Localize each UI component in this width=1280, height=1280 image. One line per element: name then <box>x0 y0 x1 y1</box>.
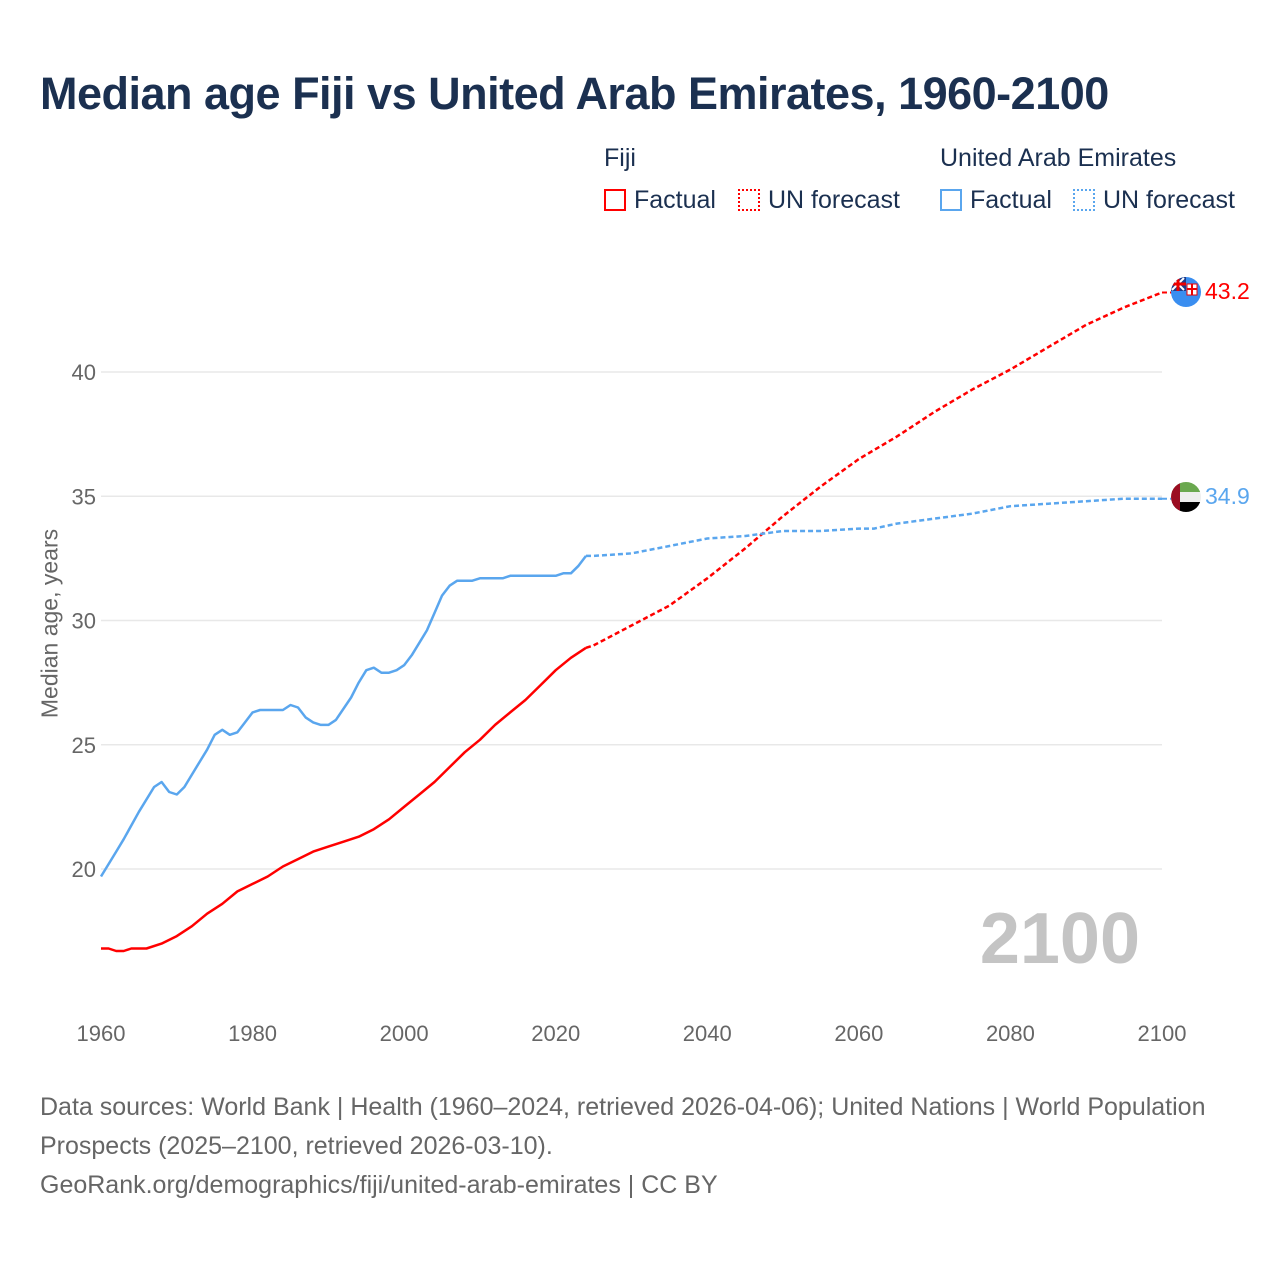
x-tick-label: 1960 <box>77 1021 126 1046</box>
x-tick-label: 2040 <box>683 1021 732 1046</box>
x-tick-label: 1980 <box>228 1021 277 1046</box>
chart-title: Median age Fiji vs United Arab Emirates,… <box>40 68 1109 119</box>
legend-label: Factual <box>970 186 1052 214</box>
fiji-forecast-line <box>585 291 1163 649</box>
y-tick-label: 35 <box>72 484 96 509</box>
y-tick-label: 20 <box>72 857 96 882</box>
sources-text: Data sources: World Bank | Health (1960–… <box>40 1093 1206 1160</box>
legend-label: UN forecast <box>1103 186 1235 214</box>
uae-forecast-line <box>586 497 1162 558</box>
x-tick-label: 2060 <box>834 1021 883 1046</box>
y-tick-label: 40 <box>72 360 96 385</box>
fiji-factual-line <box>101 646 587 953</box>
x-tick-label: 2000 <box>380 1021 429 1046</box>
legend-label: UN forecast <box>768 186 900 214</box>
y-tick-label: 25 <box>72 733 96 758</box>
line-chart: 20 25 30 35 40 1960 1980 2000 2020 2040 2060 2080 21… <box>72 277 1250 1046</box>
legend-fiji-factual[interactable]: Factual <box>604 186 716 215</box>
uae-end-value: 34.9 <box>1205 483 1250 509</box>
legend-uae-title: United Arab Emirates <box>940 144 1177 172</box>
uae-flag-icon <box>1171 482 1201 512</box>
x-tick-label: 2080 <box>986 1021 1035 1046</box>
legend-swatch-dotted <box>1073 189 1095 211</box>
legend-fiji-forecast[interactable]: UN forecast <box>738 186 900 215</box>
legend-uae-forecast[interactable]: UN forecast <box>1073 186 1235 215</box>
legend-label: Factual <box>634 186 716 214</box>
sources-link[interactable]: GeoRank.org/demographics/fiji/united-ara… <box>40 1171 718 1199</box>
legend-fiji-title: Fiji <box>604 144 636 172</box>
y-tick-label: 30 <box>72 609 96 634</box>
fiji-flag-icon <box>1171 277 1201 307</box>
uae-factual-line <box>99 555 587 878</box>
legend-swatch-solid <box>604 189 626 211</box>
legend-swatch-solid <box>940 189 962 211</box>
legend-uae-factual[interactable]: Factual <box>940 186 1052 215</box>
legend-swatch-dotted <box>738 189 760 211</box>
current-year-label: 2100 <box>980 899 1140 979</box>
x-tick-label: 2020 <box>531 1021 580 1046</box>
x-tick-label: 2100 <box>1138 1021 1187 1046</box>
data-sources: Data sources: World Bank | Health (1960–… <box>40 1088 1220 1205</box>
fiji-end-value: 43.2 <box>1205 278 1250 304</box>
